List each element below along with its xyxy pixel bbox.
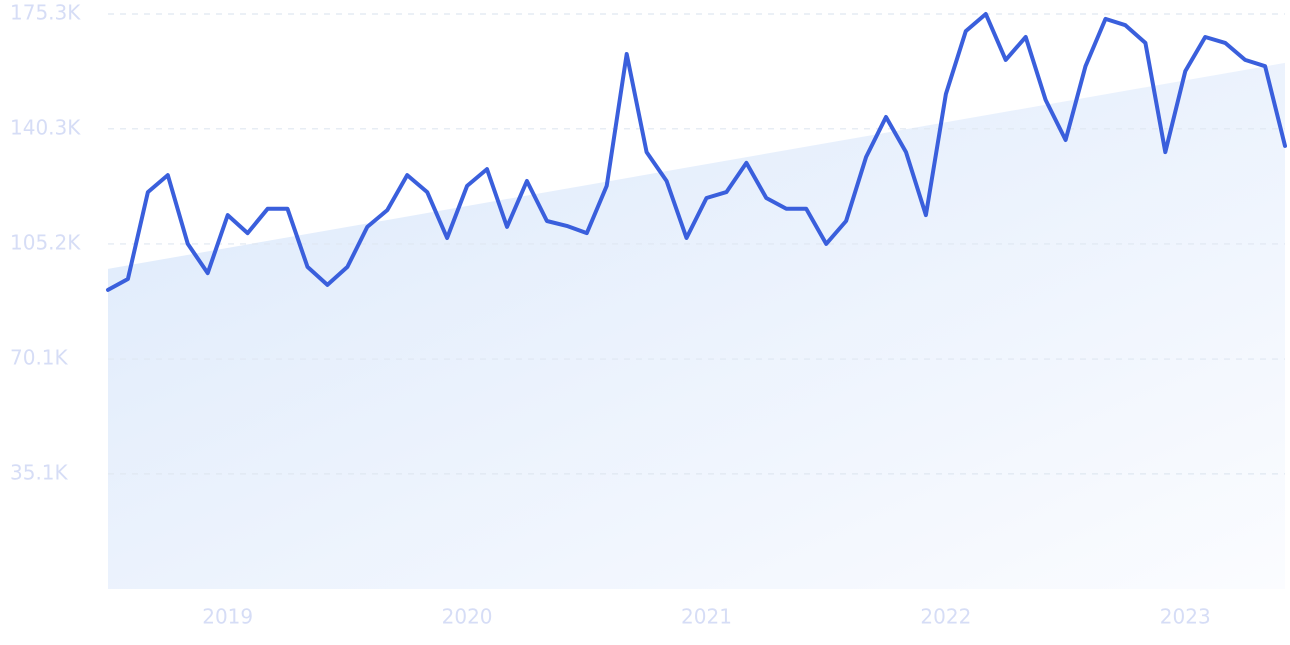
x-tick-label: 2022 <box>920 605 971 629</box>
x-tick-label: 2023 <box>1160 605 1211 629</box>
x-tick-label: 2021 <box>681 605 732 629</box>
y-tick-label: 105.2K <box>10 230 81 254</box>
data-line <box>106 12 1287 292</box>
x-tick-label: 2019 <box>202 605 253 629</box>
y-tick-label: 70.1K <box>10 346 69 370</box>
y-tick-label: 140.3K <box>10 115 81 139</box>
x-tick-label: 2020 <box>442 605 493 629</box>
trend-area <box>108 62 1285 590</box>
y-tick-label: 175.3K <box>10 1 81 25</box>
y-tick-label: 35.1K <box>10 460 69 484</box>
